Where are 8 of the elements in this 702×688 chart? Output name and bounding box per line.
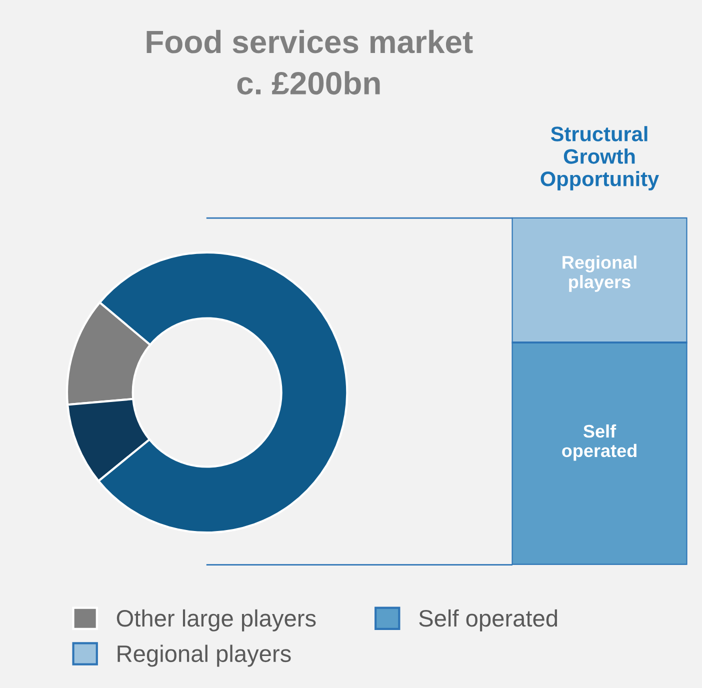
text: Self operated	[562, 424, 636, 461]
legend-label: Other large players	[116, 609, 316, 632]
chart-subtitle: c. £200bn	[237, 71, 380, 95]
text: Regional players	[562, 256, 636, 292]
chart-title: Structural Growth Opportunity	[540, 126, 659, 190]
legend-label: Self operated	[419, 609, 558, 632]
legend-label: Regional players	[118, 644, 291, 667]
chart-title: Food services market	[146, 30, 473, 54]
